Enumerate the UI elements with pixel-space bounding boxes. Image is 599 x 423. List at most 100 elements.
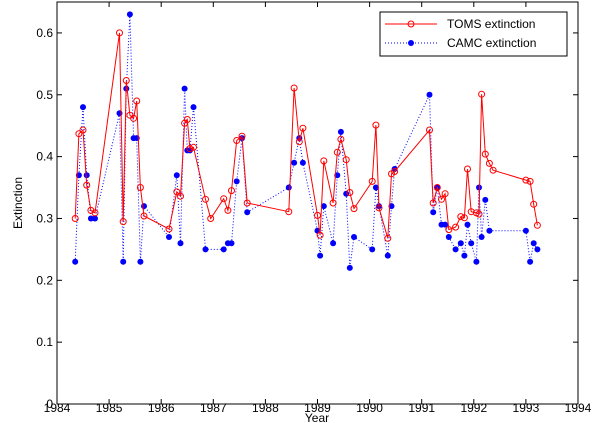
legend-box (379, 11, 568, 57)
camc-point (330, 240, 337, 247)
x-tick-label: 1991 (408, 401, 435, 415)
toms-point (173, 188, 181, 196)
toms-point (460, 214, 468, 222)
toms-point (119, 218, 127, 226)
toms-point (202, 195, 209, 203)
camc-point (445, 234, 452, 240)
camc-point (220, 246, 227, 253)
camc-point (482, 196, 489, 203)
toms-point (122, 77, 130, 84)
toms-point (384, 234, 392, 242)
camc-point (351, 234, 357, 240)
legend-camc-marker (408, 40, 414, 46)
toms-point (533, 221, 541, 229)
toms-point (391, 168, 399, 175)
toms-point (186, 145, 194, 153)
legend: TOMS extinction CAMC extinction (379, 11, 568, 57)
toms-point (285, 208, 293, 216)
toms-point (522, 176, 530, 184)
x-tick-label: 1987 (200, 401, 227, 415)
toms-point (116, 29, 123, 37)
toms-point (375, 204, 383, 212)
toms-point (299, 124, 307, 132)
camc-point (530, 240, 537, 247)
camc-point (244, 209, 251, 216)
toms-point (295, 138, 303, 146)
toms-point (224, 206, 232, 214)
toms-point (165, 225, 173, 233)
toms-point (438, 195, 445, 203)
camc-point (320, 203, 327, 210)
toms-point (220, 195, 228, 203)
camc-point (457, 240, 464, 247)
camc-point (468, 240, 475, 247)
toms-point (368, 177, 376, 185)
camc-point (346, 264, 353, 271)
toms-point (346, 189, 354, 196)
camc-point (476, 184, 482, 191)
toms-point (489, 166, 497, 174)
toms-point (329, 199, 337, 207)
toms-point (71, 215, 79, 222)
x-tick-label: 1993 (513, 401, 540, 415)
toms-point (467, 208, 475, 216)
y-tick-label: 0 (46, 397, 53, 411)
camc-point (337, 128, 344, 135)
y-tick-label: 0.2 (36, 273, 53, 287)
toms-point (238, 132, 246, 140)
toms-point (183, 116, 191, 123)
camc-point (299, 159, 306, 166)
camc-point (527, 258, 534, 265)
y-tick-label: 0.3 (36, 211, 53, 225)
camc-point (285, 184, 292, 191)
camc-point (343, 190, 350, 197)
camc-point (72, 258, 79, 265)
toms-point (314, 211, 321, 219)
camc-point (233, 178, 240, 185)
toms-point (243, 199, 251, 207)
toms-point (130, 114, 138, 122)
toms-point (320, 157, 328, 165)
x-axis-label: Year (305, 411, 329, 423)
camc-point (80, 104, 86, 111)
x-tick-label: 1984 (44, 401, 71, 415)
toms-point (316, 231, 324, 239)
camc-point (452, 246, 459, 253)
toms-point (133, 97, 141, 105)
toms-point (372, 121, 380, 129)
camc-point (369, 246, 376, 253)
toms-point (350, 205, 358, 213)
toms-point (233, 137, 241, 144)
camc-point (173, 172, 180, 179)
toms-point (79, 126, 87, 134)
toms-point (530, 200, 538, 208)
series-layer (71, 11, 541, 271)
camc-point (190, 104, 197, 111)
camc-point (92, 215, 98, 222)
toms-point (481, 150, 489, 158)
y-tick-label: 0.4 (36, 150, 53, 164)
camc-point (317, 252, 324, 259)
camc-point (87, 215, 94, 222)
toms-point (426, 126, 433, 134)
y-tick-label: 0.6 (36, 26, 53, 40)
camc-point (464, 221, 471, 228)
camc-point (486, 227, 493, 234)
toms-point (485, 159, 493, 167)
toms-point (441, 190, 449, 198)
camc-point (166, 234, 172, 240)
camc-point (83, 172, 90, 179)
toms-point (290, 84, 298, 92)
camc-point (141, 203, 147, 210)
camc-point (430, 209, 437, 216)
y-tick-label: 0.5 (36, 88, 53, 102)
x-tick-label: 1986 (148, 401, 175, 415)
camc-point (202, 246, 209, 253)
toms-point (136, 184, 144, 191)
camc-point (372, 184, 379, 191)
toms-point (433, 184, 441, 191)
camc-point (534, 246, 541, 253)
camc-point (137, 258, 144, 265)
x-tick-label: 1988 (252, 401, 279, 415)
